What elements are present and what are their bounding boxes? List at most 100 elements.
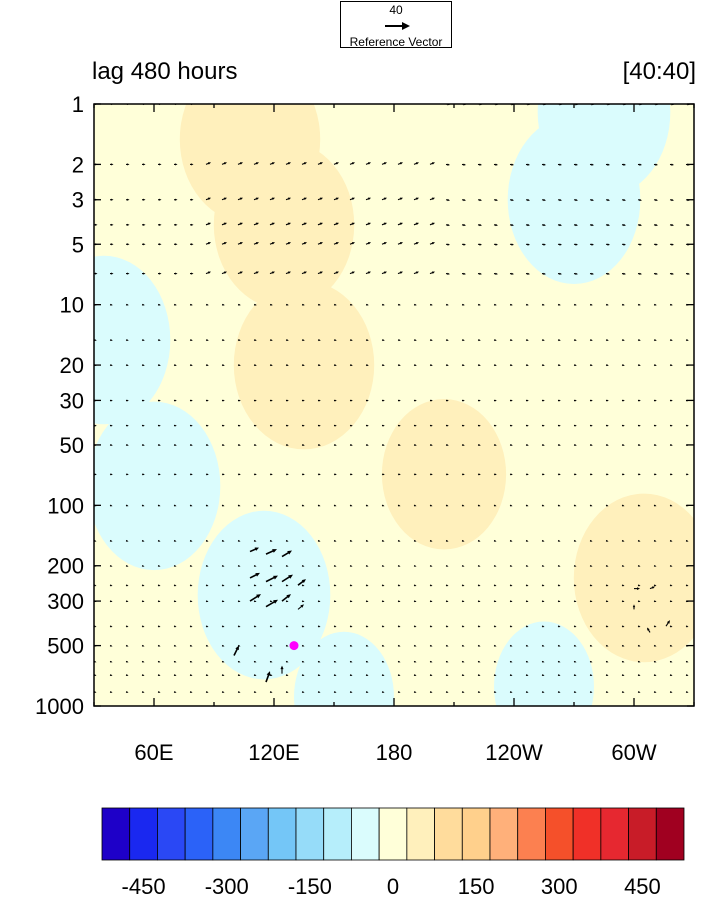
vector-head [142, 339, 145, 342]
wind-vector [205, 339, 209, 342]
vector-head [350, 691, 353, 693]
vector-head [446, 674, 449, 676]
wind-vector [525, 539, 529, 542]
vector-head [462, 473, 465, 476]
vector-head [382, 364, 385, 367]
wind-vector [174, 272, 178, 275]
vector-head [590, 600, 593, 603]
wind-vector [109, 644, 113, 647]
wind-vector [301, 424, 305, 427]
vector-head [158, 600, 161, 603]
wind-vector [221, 691, 225, 693]
wind-vector [413, 660, 417, 663]
wind-vector [110, 163, 114, 166]
wind-vector [109, 303, 113, 306]
reference-vector-label: Reference Vector [349, 35, 443, 49]
wind-vector [525, 364, 529, 367]
wind-vector [189, 339, 193, 342]
colorbar-tick-label: 150 [458, 874, 495, 898]
vector-head [206, 399, 209, 402]
vector-head [286, 504, 289, 507]
vector-head [638, 539, 641, 542]
wind-vector-strong [265, 549, 277, 555]
wind-vector [685, 674, 689, 676]
wind-vector-strong [647, 627, 651, 633]
vector-head [558, 644, 561, 647]
vector-head [383, 242, 387, 245]
wind-vector [477, 399, 481, 402]
wind-vector [605, 243, 610, 246]
wind-vector [173, 444, 177, 446]
vector-head [446, 644, 449, 647]
vector-head [110, 399, 113, 402]
wind-vector [493, 660, 497, 663]
vector-head [526, 660, 529, 663]
vector-head [542, 473, 545, 476]
wind-vector [637, 644, 641, 647]
wind-vector [541, 444, 545, 446]
vector-head [462, 600, 465, 603]
vector-head [526, 674, 529, 676]
wind-vector [253, 539, 257, 542]
wind-vector [525, 399, 529, 402]
vector-head [351, 242, 355, 245]
wind-vector [541, 600, 545, 603]
wind-vector [333, 600, 337, 603]
wind-vector [637, 584, 641, 587]
vector-head [495, 243, 498, 246]
vector-head [526, 364, 529, 367]
vector-head [351, 222, 355, 226]
vector-head [430, 444, 433, 446]
vector-head [526, 625, 529, 628]
vector-head [447, 223, 450, 227]
colorbar-swatch [323, 807, 352, 861]
vector-head [479, 223, 482, 227]
wind-vector [477, 660, 481, 663]
wind-vector [158, 272, 162, 275]
vector-head [526, 473, 529, 476]
wind-vector [205, 504, 209, 507]
wind-vector [621, 339, 625, 342]
vector-head [510, 473, 513, 476]
vector-head [478, 564, 481, 567]
vector-head [142, 539, 145, 542]
wind-vector [685, 424, 689, 427]
vector-head [574, 473, 577, 476]
wind-vector [509, 674, 513, 676]
vector-head [318, 424, 321, 427]
wind-vector [413, 625, 417, 628]
wind-vector [429, 504, 433, 507]
wind-vector [125, 674, 129, 676]
wind-vector [301, 691, 305, 693]
vector-head [622, 691, 625, 693]
vector-head [143, 198, 146, 201]
vector-head [647, 627, 650, 631]
wind-vector [269, 271, 275, 275]
vector-head [510, 444, 513, 446]
wind-vector [285, 625, 289, 628]
wind-vector [509, 243, 514, 246]
wind-vector [461, 243, 466, 246]
vector-head [558, 444, 561, 446]
wind-vector [253, 444, 257, 446]
vector-head [510, 303, 513, 306]
wind-vector [381, 504, 385, 507]
vector-head [670, 444, 673, 446]
wind-vector [253, 660, 257, 663]
vector-head [350, 473, 353, 476]
vector-head [366, 600, 369, 603]
wind-vector [653, 584, 657, 587]
wind-vector [317, 660, 321, 663]
wind-vector [333, 399, 337, 402]
wind-vector [413, 399, 417, 402]
vector-head [414, 424, 417, 427]
vector-head [447, 272, 450, 275]
vector-head [414, 674, 417, 676]
wind-vector [237, 339, 241, 342]
wind-vector [142, 223, 146, 226]
vector-head [254, 473, 257, 476]
vector-head [623, 198, 626, 202]
vector-head [366, 303, 369, 306]
wind-vector [109, 364, 113, 367]
wind-vector [429, 339, 433, 342]
